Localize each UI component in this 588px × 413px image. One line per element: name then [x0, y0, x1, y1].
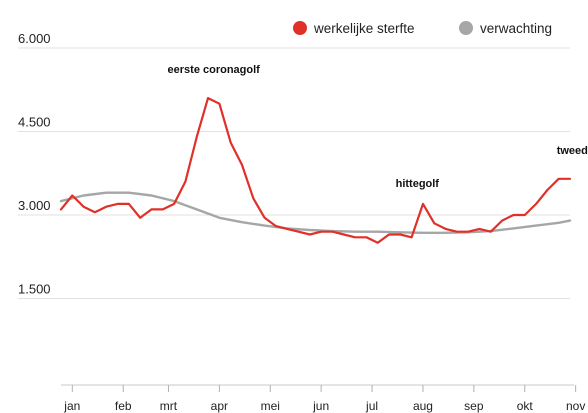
x-tick-label: aug [413, 399, 433, 413]
x-tick-label: okt [517, 399, 534, 413]
legend-marker-verwachting [459, 21, 473, 35]
x-tick-label: jul [365, 399, 378, 413]
x-tick-label: jun [312, 399, 329, 413]
y-tick-label: 6.000 [18, 31, 51, 46]
x-axis: jan feb mrt apr mei jun jul aug sep okt nov [61, 384, 585, 413]
annotations: eerste coronagolf hittegolf tweede golf [168, 64, 588, 190]
legend-marker-werkelijke-sterfte [293, 21, 307, 35]
x-tick-label: apr [211, 399, 228, 413]
x-tick-label: feb [115, 399, 132, 413]
legend-label-verwachting: verwachting [480, 21, 552, 36]
x-tick-label: sep [464, 399, 484, 413]
annotation-label: hittegolf [396, 178, 440, 190]
y-tick-label: 3.000 [18, 198, 51, 213]
legend-label-werkelijke-sterfte: werkelijke sterfte [313, 21, 415, 36]
y-tick-label: 4.500 [18, 115, 51, 130]
grid-lines: 6.000 4.500 3.000 1.500 [18, 31, 570, 299]
x-tick-label: mei [261, 399, 280, 413]
series-line-verwachting [59, 191, 572, 234]
x-tick-label: nov [566, 399, 585, 413]
series-lines [59, 97, 572, 244]
annotation-label: eerste coronagolf [168, 64, 261, 76]
annotation-label: tweede golf [557, 145, 588, 157]
y-tick-label: 1.500 [18, 282, 51, 297]
x-tick-label: jan [63, 399, 80, 413]
x-tick-label: mrt [160, 399, 178, 413]
legend: werkelijke sterfte verwachting [293, 21, 552, 36]
series-line-werkelijke-sterfte [59, 97, 572, 244]
